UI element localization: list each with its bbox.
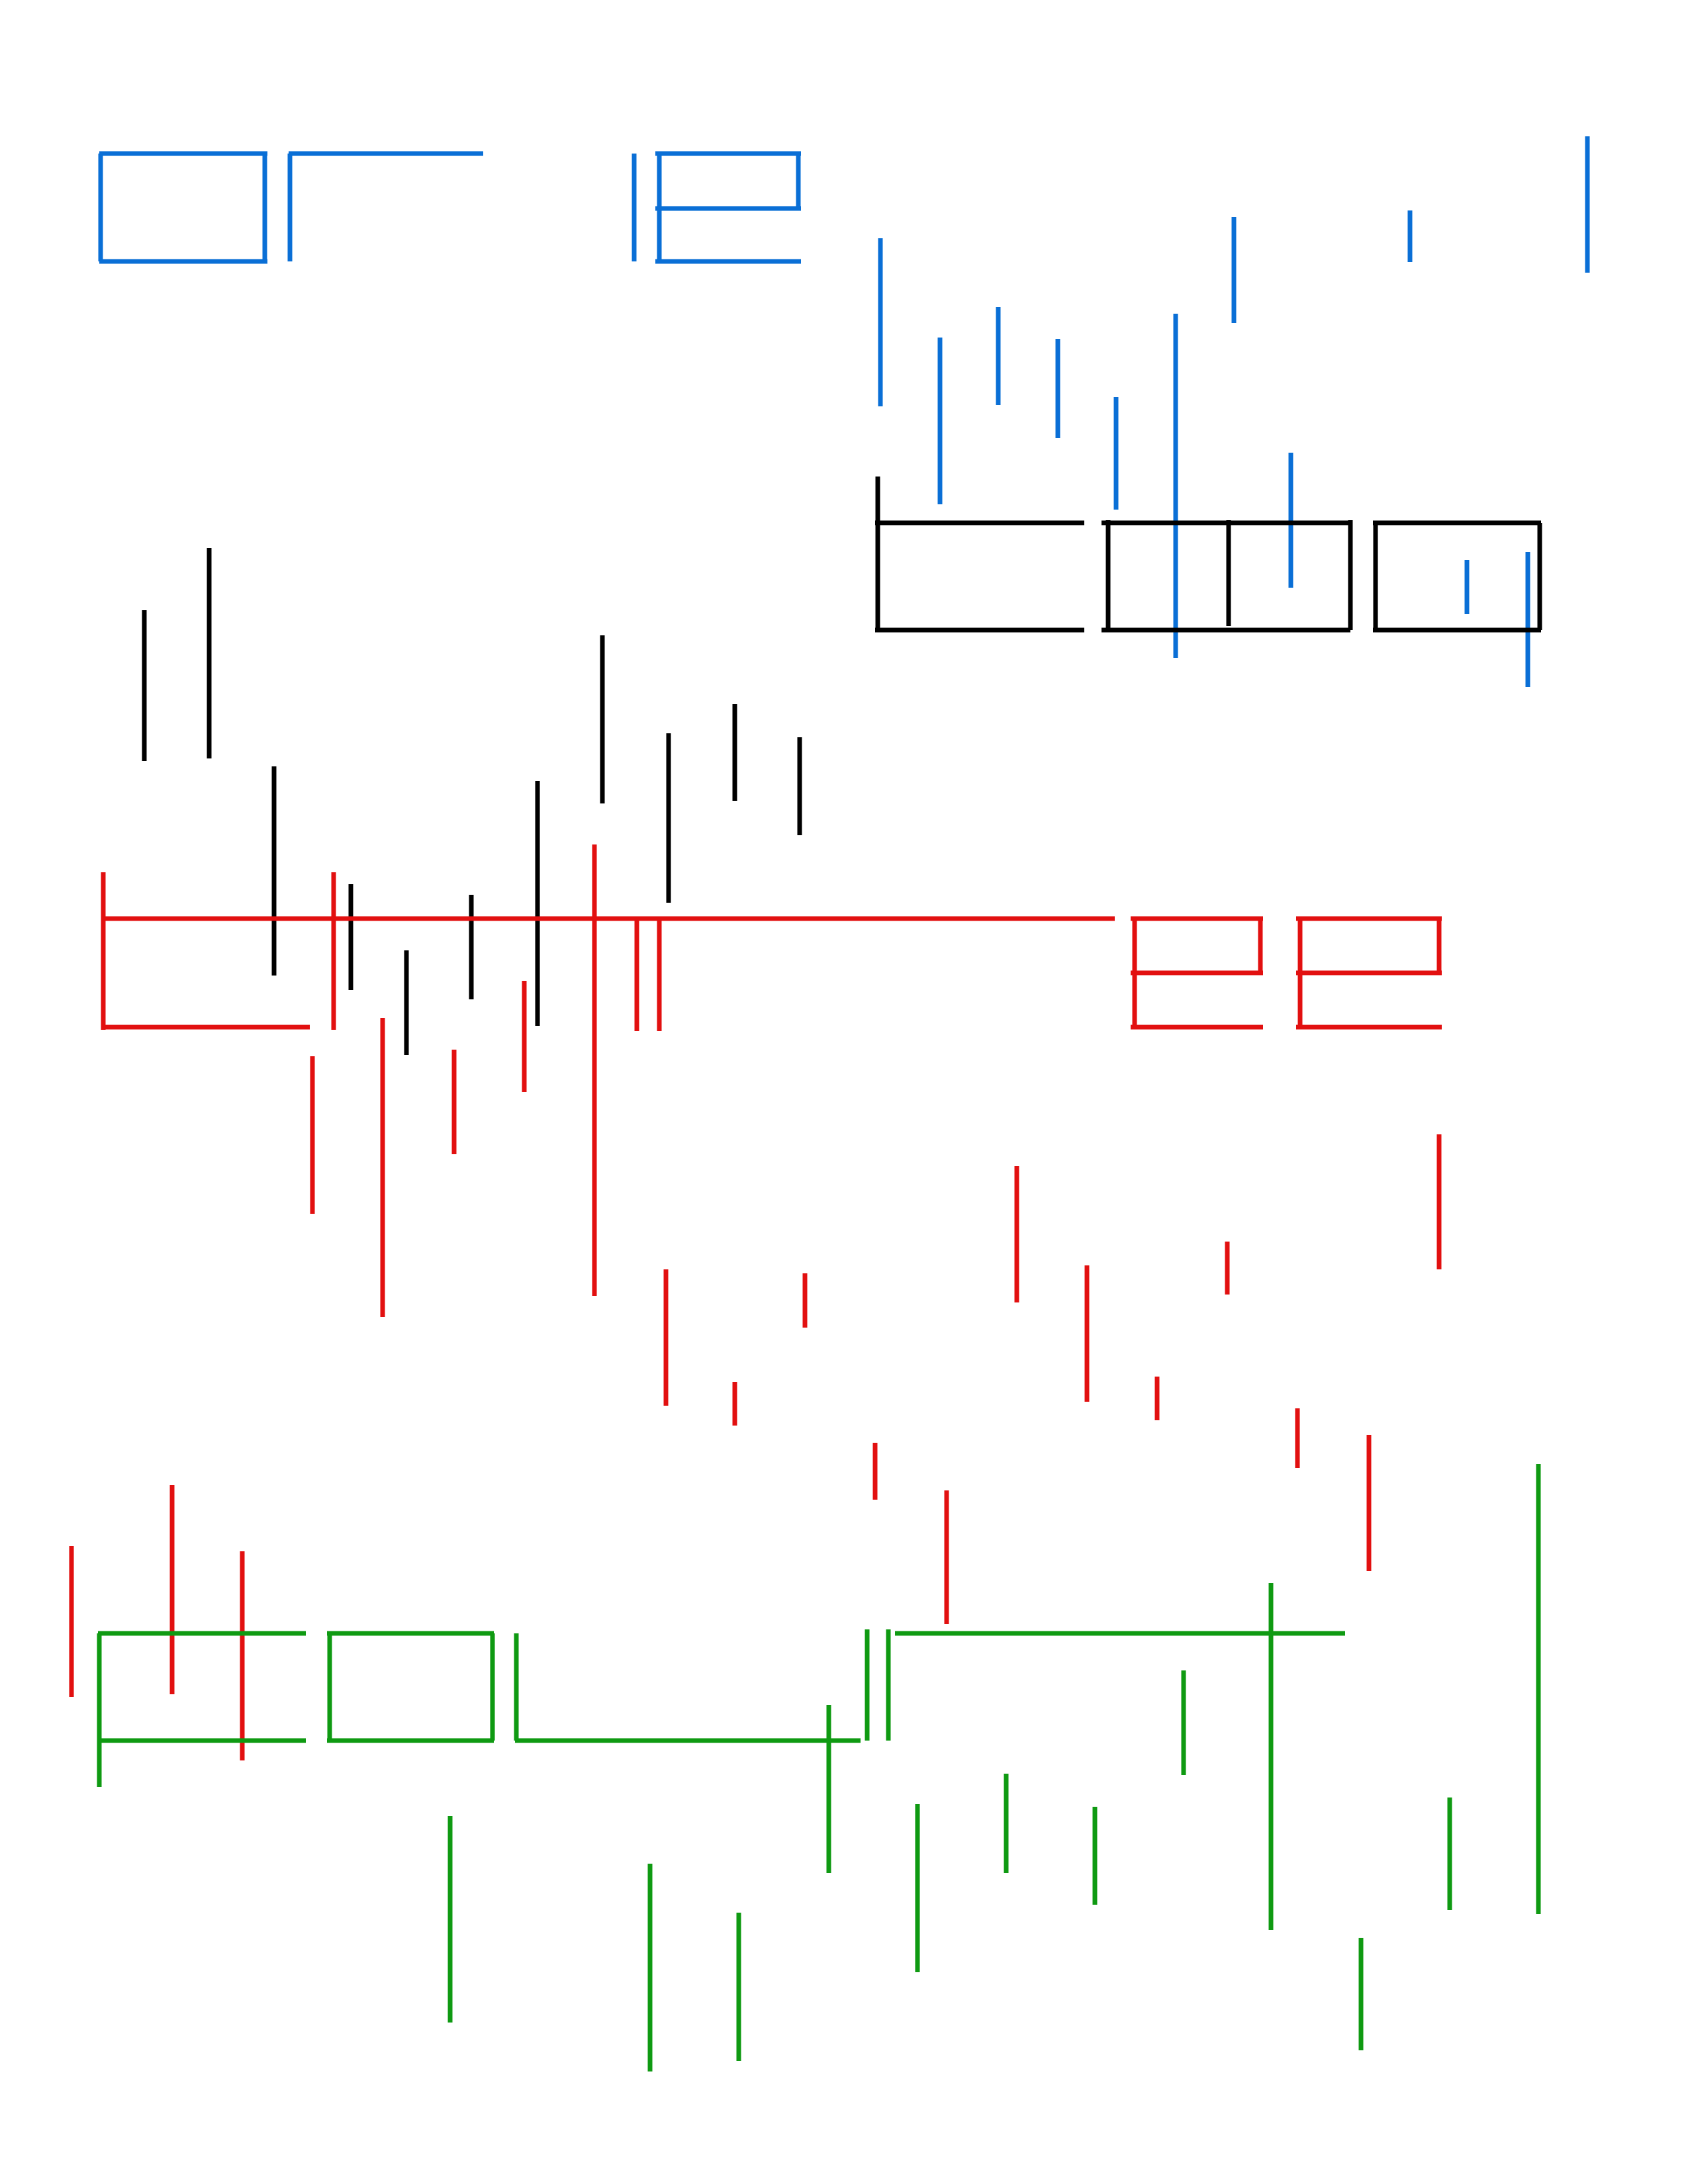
word-two-group — [142, 477, 1542, 1055]
word-three-group — [69, 844, 1442, 1760]
word-four-group — [97, 1464, 1541, 2071]
word-one-group — [98, 136, 1590, 687]
